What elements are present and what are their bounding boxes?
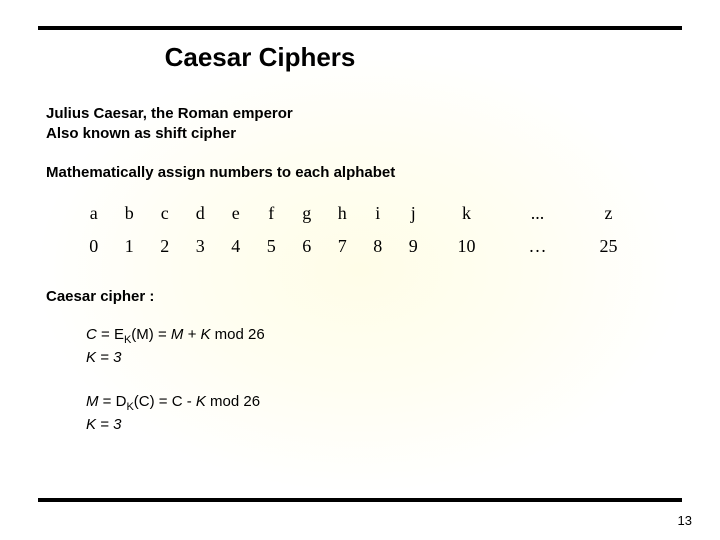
map-cell: 10 bbox=[431, 230, 502, 263]
slide: Caesar Ciphers Julius Caesar, the Roman … bbox=[0, 0, 720, 540]
dec-eq: = D bbox=[99, 393, 127, 410]
decryption-formula: M = DK(C) = C - K mod 26 K = 3 bbox=[46, 392, 674, 435]
map-cell: 3 bbox=[183, 230, 219, 263]
map-cell: 2 bbox=[147, 230, 183, 263]
map-cell: a bbox=[76, 197, 112, 230]
enc-line-2: K = 3 bbox=[86, 348, 674, 368]
map-cell: 5 bbox=[254, 230, 290, 263]
map-cell: 6 bbox=[289, 230, 325, 263]
map-cell: 0 bbox=[76, 230, 112, 263]
content-area: Julius Caesar, the Roman emperor Also kn… bbox=[46, 104, 674, 435]
enc-k: K = 3 bbox=[86, 349, 121, 366]
top-divider bbox=[38, 26, 682, 30]
map-cell: i bbox=[360, 197, 396, 230]
map-cell: … bbox=[502, 230, 573, 263]
enc-mod: mod 26 bbox=[211, 326, 265, 343]
map-cell: 9 bbox=[396, 230, 432, 263]
map-cell: 8 bbox=[360, 230, 396, 263]
map-cell: z bbox=[573, 197, 644, 230]
dec-k: K = 3 bbox=[86, 416, 121, 433]
mapping-numbers-row: 0 1 2 3 4 5 6 7 8 9 10 … 25 bbox=[76, 230, 644, 263]
map-cell: 4 bbox=[218, 230, 254, 263]
bottom-divider bbox=[38, 498, 682, 502]
map-cell: f bbox=[254, 197, 290, 230]
enc-eq: = E bbox=[97, 326, 124, 343]
map-cell: j bbox=[396, 197, 432, 230]
map-cell: ... bbox=[502, 197, 573, 230]
dec-kvar: K bbox=[196, 393, 206, 410]
map-cell: d bbox=[183, 197, 219, 230]
cipher-label: Caesar cipher : bbox=[46, 287, 674, 307]
mapping-letters-row: a b c d e f g h i j k ... z bbox=[76, 197, 644, 230]
slide-title: Caesar Ciphers bbox=[0, 42, 720, 73]
dec-mid: (C) = C - bbox=[134, 393, 196, 410]
map-cell: e bbox=[218, 197, 254, 230]
map-cell: g bbox=[289, 197, 325, 230]
dec-M: M bbox=[86, 393, 99, 410]
encryption-formula: C = EK(M) = M + K mod 26 K = 3 bbox=[46, 325, 674, 368]
enc-line-1: C = EK(M) = M + K mod 26 bbox=[86, 325, 674, 348]
subheading: Mathematically assign numbers to each al… bbox=[46, 163, 674, 183]
map-cell: 7 bbox=[325, 230, 361, 263]
dec-subK: K bbox=[126, 401, 133, 413]
dec-line-2: K = 3 bbox=[86, 415, 674, 435]
intro-line-2: Also known as shift cipher bbox=[46, 124, 674, 144]
enc-C: C bbox=[86, 326, 97, 343]
map-cell: b bbox=[112, 197, 148, 230]
map-cell: c bbox=[147, 197, 183, 230]
enc-mid: (M) = bbox=[131, 326, 171, 343]
map-cell: k bbox=[431, 197, 502, 230]
dec-line-1: M = DK(C) = C - K mod 26 bbox=[86, 392, 674, 415]
map-cell: 1 bbox=[112, 230, 148, 263]
page-number: 13 bbox=[678, 513, 692, 528]
intro-line-1: Julius Caesar, the Roman emperor bbox=[46, 104, 674, 124]
map-cell: h bbox=[325, 197, 361, 230]
map-cell: 25 bbox=[573, 230, 644, 263]
alphabet-mapping-table: a b c d e f g h i j k ... z 0 1 bbox=[46, 197, 674, 263]
enc-mplus: M + K bbox=[171, 326, 211, 343]
dec-mod: mod 26 bbox=[206, 393, 260, 410]
